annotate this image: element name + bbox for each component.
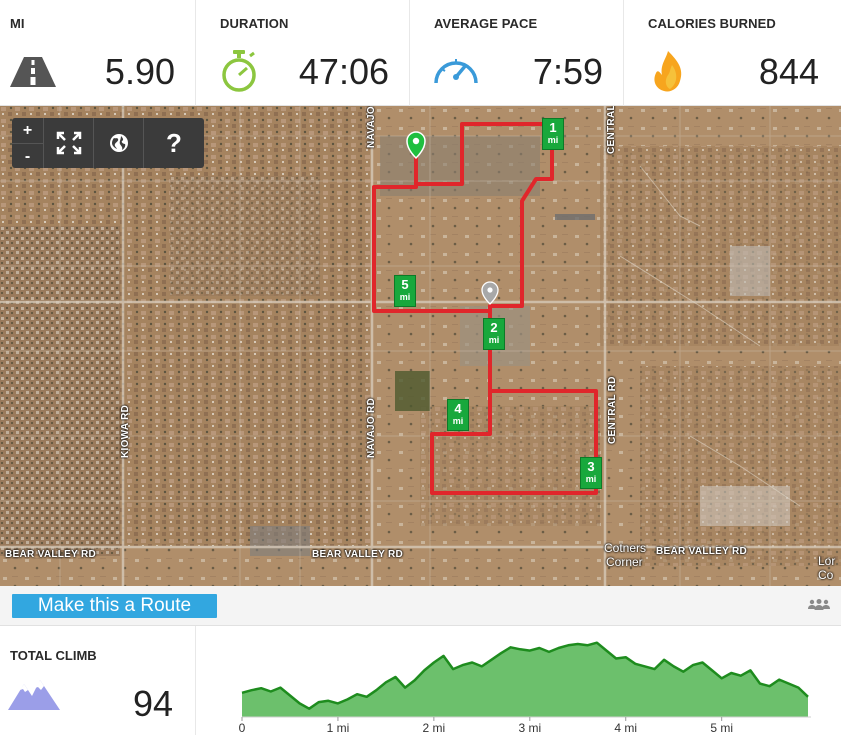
end-pin-icon <box>481 281 499 305</box>
zoom-in-button[interactable]: + <box>12 118 43 144</box>
mile-marker-unit: mi <box>399 292 411 302</box>
road-label: BEAR VALLEY RD <box>312 549 404 560</box>
mile-marker-number: 1 <box>549 120 557 135</box>
stat-label: TOTAL CLIMB <box>10 648 97 663</box>
satellite-map-image <box>0 106 841 586</box>
road-label: CENTRAL RD <box>607 376 618 444</box>
stat-label: AVERAGE PACE <box>434 16 538 31</box>
place-label-line: Corner <box>606 555 643 569</box>
road-icon <box>10 57 56 87</box>
mile-marker-number: 4 <box>454 401 462 416</box>
mile-marker-number: 3 <box>587 459 595 474</box>
road-label: BEAR VALLEY RD <box>656 546 748 557</box>
stat-label: MI <box>10 16 25 31</box>
stat-value: 94 <box>132 683 173 724</box>
mile-marker-unit: mi <box>452 416 464 426</box>
x-tick-label: 4 mi <box>614 721 637 735</box>
road-label: CENTRAL RD <box>606 106 617 154</box>
help-button[interactable]: ? <box>144 118 204 168</box>
stat-label: CALORIES BURNED <box>648 16 776 31</box>
elevation-line <box>241 641 809 710</box>
stat-value: 7:59 <box>532 51 603 92</box>
stat-value: 47:06 <box>298 51 389 92</box>
globe-icon <box>109 134 128 152</box>
fullscreen-icon <box>56 131 81 155</box>
mile-marker-number: 2 <box>490 320 498 335</box>
x-tick-label: 5 mi <box>710 721 733 735</box>
make-route-button[interactable]: Make this a Route <box>12 594 217 618</box>
zoom-controls: + - <box>12 118 44 168</box>
mile-marker[interactable]: 2 mi <box>483 318 505 350</box>
stat-label: DURATION <box>220 16 289 31</box>
place-label: Cotners Corner <box>604 541 646 569</box>
place-label-line: Cotners <box>604 541 647 555</box>
elevation-chart[interactable]: 0 1 mi 2 mi 3 mi 4 mi 5 mi <box>196 626 841 735</box>
route-toolbar: Make this a Route <box>0 586 841 626</box>
mile-marker-number: 5 <box>401 277 409 292</box>
stat-average-pace: AVERAGE PACE 7:59 <box>410 0 624 106</box>
stat-distance: MI 5.90 <box>0 0 196 106</box>
x-tick-label: 1 mi <box>327 721 350 735</box>
start-pin-icon <box>406 131 426 160</box>
help-icon: ? <box>166 127 182 158</box>
road-label: BEAR VALLEY RD <box>5 549 97 560</box>
route-line <box>372 122 554 313</box>
mile-marker[interactable]: 5 mi <box>394 275 416 307</box>
stopwatch-icon <box>222 50 256 92</box>
mile-marker-unit: mi <box>488 335 500 345</box>
climb-section: TOTAL CLIMB 94 0 1 mi 2 mi 3 mi 4 mi 5 mi <box>0 626 841 735</box>
flame-icon <box>654 51 682 92</box>
mile-marker[interactable]: 3 mi <box>580 457 602 489</box>
road-label: NAVAJO RD <box>366 106 377 148</box>
fullscreen-button[interactable] <box>44 118 94 168</box>
place-label-line: Co <box>818 568 834 582</box>
stat-duration: DURATION 47:06 <box>196 0 410 106</box>
stat-calories: CALORIES BURNED 844 <box>624 0 841 106</box>
stat-total-climb: TOTAL CLIMB 94 <box>0 626 196 735</box>
x-tick-label: 3 mi <box>518 721 541 735</box>
mountain-icon <box>8 680 60 710</box>
zoom-out-button[interactable]: - <box>24 148 31 165</box>
mile-marker-unit: mi <box>547 135 559 145</box>
place-label: Lor Co <box>818 554 835 582</box>
stat-value: 844 <box>758 51 819 92</box>
mile-marker[interactable]: 1 mi <box>542 118 564 150</box>
mile-marker-unit: mi <box>585 474 597 484</box>
route-line <box>430 311 598 495</box>
road-label: KIOWA RD <box>120 404 131 458</box>
route-map[interactable]: NAVAJO RD CENTRAL RD KIOWA RD NAVAJO RD … <box>0 106 841 586</box>
mile-marker[interactable]: 4 mi <box>447 399 469 431</box>
map-controls: + - ? <box>12 118 204 168</box>
x-tick-label: 0 <box>239 721 246 735</box>
road-label: NAVAJO RD <box>366 397 377 458</box>
map-type-button[interactable] <box>94 118 144 168</box>
place-label-line: Lor <box>818 554 836 568</box>
speedometer-icon <box>434 59 478 84</box>
people-icon[interactable] <box>807 598 831 612</box>
stat-value: 5.90 <box>104 51 175 92</box>
elevation-area <box>242 642 808 717</box>
x-tick-label: 2 mi <box>423 721 446 735</box>
stats-bar: MI 5.90 DURATION 47:06 AVERAGE PACE 7:59 <box>0 0 841 106</box>
